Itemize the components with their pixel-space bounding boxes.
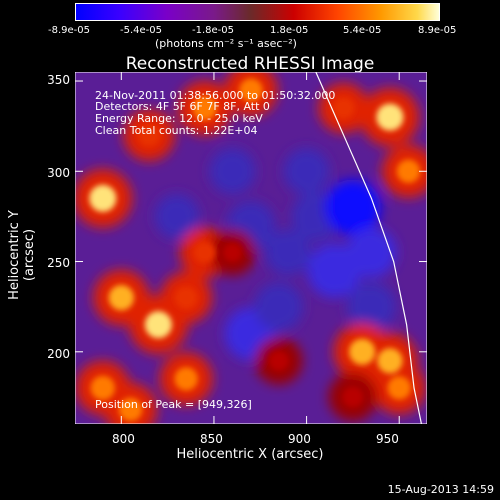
hot-region-core bbox=[108, 284, 134, 311]
hot-region-core bbox=[192, 95, 217, 121]
hot-region-core bbox=[239, 78, 263, 102]
annotation-energy-range: Energy Range: 12.0 - 25.0 keV bbox=[95, 112, 263, 125]
hot-region-core bbox=[349, 338, 376, 365]
hot-region-core bbox=[268, 350, 289, 371]
colorbar-tick: 8.9e-05 bbox=[418, 25, 457, 36]
y-tick-label: 200 bbox=[47, 347, 70, 361]
cold-region bbox=[283, 148, 330, 195]
hot-region-core bbox=[89, 184, 117, 212]
chart-title: Reconstructed RHESSI Image bbox=[125, 54, 375, 74]
x-tick-label: 900 bbox=[288, 432, 311, 446]
y-tick-label: 300 bbox=[47, 166, 70, 180]
y-tick-label: 350 bbox=[47, 73, 70, 87]
cold-region bbox=[265, 229, 312, 276]
colorbar-tick: -8.9e-05 bbox=[48, 25, 90, 36]
hot-region-core bbox=[377, 348, 403, 374]
cold-region bbox=[346, 227, 397, 278]
x-tick-label: 800 bbox=[112, 432, 135, 446]
colorbar-unit: (photons cm⁻² s⁻¹ asec⁻²) bbox=[155, 37, 297, 50]
y-tick-label: 250 bbox=[47, 256, 70, 270]
annotation-detectors: Detectors: 4F 5F 6F 7F 8F, Att 0 bbox=[95, 100, 270, 113]
hot-region-core bbox=[137, 123, 161, 147]
hot-region-core bbox=[90, 375, 115, 401]
hot-region-core bbox=[396, 159, 421, 184]
hot-region-core bbox=[193, 241, 216, 264]
x-axis-label: Heliocentric X (arcsec) bbox=[176, 447, 324, 462]
annotation-peak-position: Position of Peak = [949,326] bbox=[95, 398, 252, 411]
heatmap-plot bbox=[75, 72, 427, 424]
y-axis-label: Heliocentric Y (arcsec) bbox=[7, 210, 37, 300]
colorbar-tick: 1.8e-05 bbox=[270, 25, 309, 36]
hot-region-core bbox=[118, 397, 143, 422]
hot-region-core bbox=[342, 386, 364, 408]
annotation-clean: Clean Total counts: 1.22E+04 bbox=[95, 124, 258, 137]
cold-region bbox=[324, 179, 381, 236]
annotation-time-range: 24-Nov-2011 01:38:56.000 to 01:50:32.000 bbox=[95, 89, 336, 102]
solar-limb-line bbox=[315, 72, 423, 424]
colorbar-tick: -1.8e-05 bbox=[192, 25, 234, 36]
cold-region bbox=[154, 194, 200, 239]
x-tick-label: 850 bbox=[200, 432, 223, 446]
colorbar bbox=[75, 3, 440, 21]
hot-region-core bbox=[174, 286, 198, 309]
colorbar-tick: 5.4e-05 bbox=[343, 25, 382, 36]
hot-region-core bbox=[222, 243, 242, 263]
cold-region bbox=[254, 282, 304, 332]
hot-region-core bbox=[376, 103, 404, 131]
cold-region bbox=[209, 148, 256, 195]
hot-region-core bbox=[174, 367, 198, 391]
timestamp: 15-Aug-2013 14:59 bbox=[387, 483, 494, 496]
hot-region-core bbox=[387, 376, 411, 400]
hot-region-core bbox=[332, 97, 355, 119]
hot-region-core bbox=[144, 311, 172, 339]
cold-region bbox=[347, 282, 396, 332]
colorbar-tick: -5.4e-05 bbox=[120, 25, 162, 36]
x-tick-label: 950 bbox=[376, 432, 399, 446]
